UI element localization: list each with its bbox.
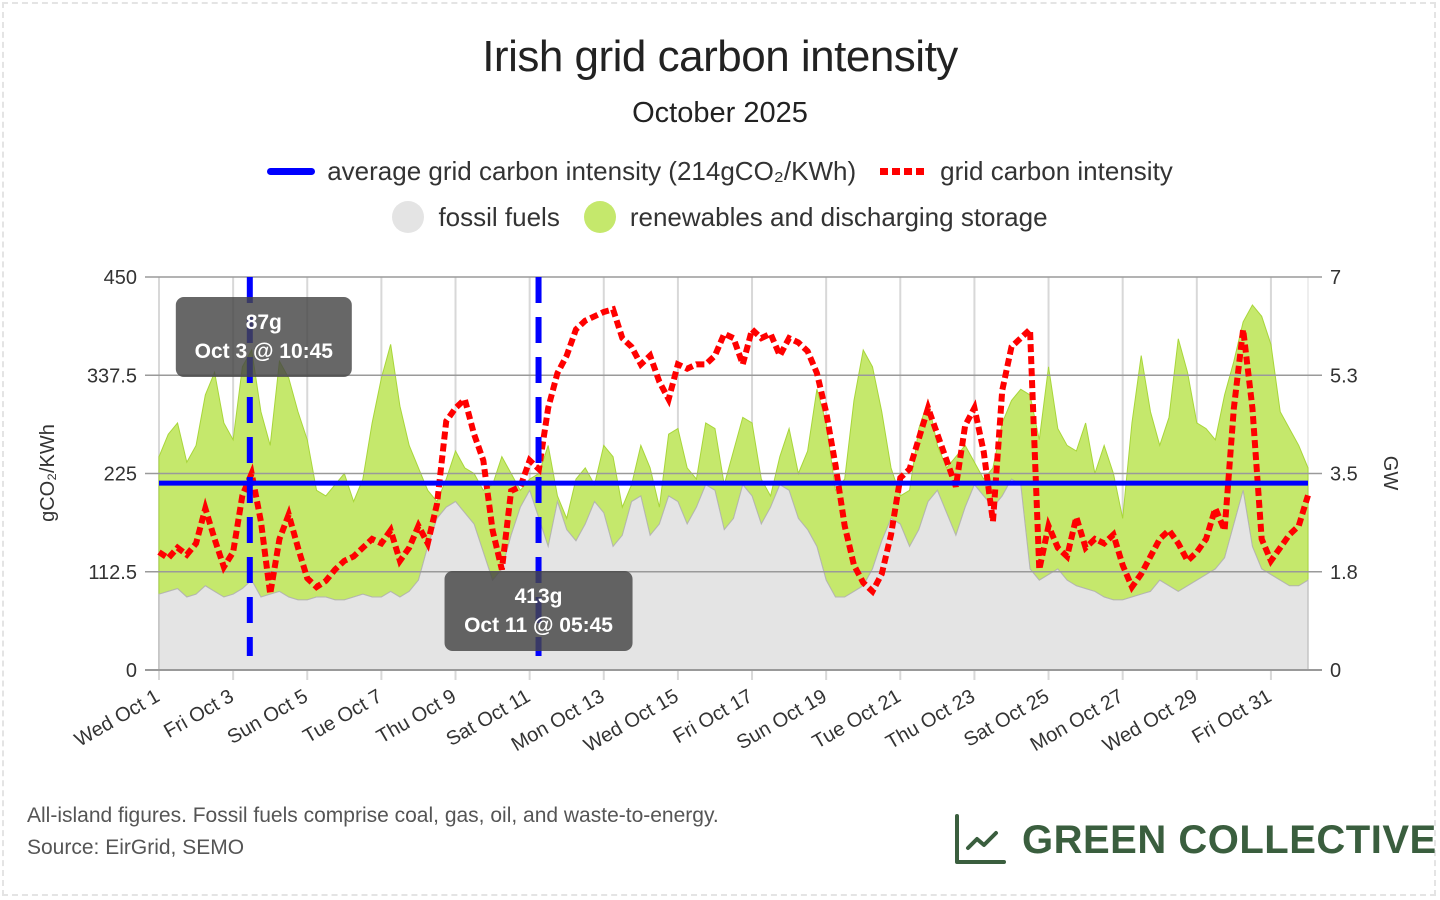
carbon-intensity-line: [157, 305, 1311, 597]
left-axis-ticks: 0 112.5 225 337.5 450: [87, 267, 137, 682]
y-tick-label: 0: [126, 660, 137, 682]
annotation-maximum: 413g Oct 11 @ 05:45: [444, 571, 633, 651]
legend-swatch-intensity: [880, 168, 929, 175]
legend-item-fossil[interactable]: fossil fuels: [392, 201, 560, 233]
line-chart-icon: [955, 814, 1006, 864]
legend-swatch-fossil: [392, 201, 425, 233]
annotation-time: Oct 11 @ 05:45: [464, 614, 613, 637]
legend-swatch-renewables: [583, 201, 616, 233]
right-axis-ticks: 0 1.8 3.5 5.3 7: [1330, 267, 1358, 682]
legend-label-fossil: fossil fuels: [438, 201, 560, 232]
legend-item-average[interactable]: average grid carbon intensity (214gCO₂/K…: [267, 156, 856, 187]
footer-notes: All-island figures. Fossil fuels compris…: [27, 800, 719, 864]
horizontal-gridlines: [145, 276, 1322, 671]
y2-tick-label: 7: [1330, 267, 1341, 289]
annotations: 87g Oct 3 @ 10:45 413g Oct 11 @ 05:45: [175, 277, 633, 656]
footer-note-1: All-island figures. Fossil fuels compris…: [27, 804, 719, 827]
y-tick-label: 112.5: [88, 562, 137, 584]
y-tick-label: 225: [104, 464, 137, 486]
annotation-time: Oct 3 @ 10:45: [195, 340, 334, 363]
x-tick-label: Wed Oct 1: [71, 685, 164, 751]
chart-title: Irish grid carbon intensity: [482, 32, 958, 81]
left-axis-title: gCO₂/KWh: [37, 424, 59, 522]
legend-label-renewables: renewables and discharging storage: [629, 201, 1048, 232]
brand-name: GREEN COLLECTIVE: [1022, 817, 1437, 862]
y2-tick-label: 3.5: [1330, 464, 1358, 486]
y2-tick-label: 5.3: [1330, 365, 1358, 387]
footer-note-2: Source: EirGrid, SEMO: [27, 836, 245, 859]
x-tick-label: Fri Oct 31: [1188, 685, 1275, 748]
x-tick-label: Sun Oct 5: [224, 685, 312, 749]
right-axis-title: GW: [1379, 456, 1401, 491]
y2-tick-label: 0: [1330, 660, 1341, 682]
legend-item-intensity[interactable]: grid carbon intensity: [880, 156, 1173, 187]
annotation-box: [444, 571, 633, 651]
legend-swatch-average: [267, 168, 316, 175]
annotation-value: 87g: [246, 311, 282, 334]
y2-tick-label: 1.8: [1330, 562, 1358, 584]
annotation-box: [175, 297, 352, 377]
legend-row-1: average grid carbon intensity (214gCO₂/K…: [0, 156, 1440, 187]
annotation-value: 413g: [515, 585, 563, 608]
brand-logo[interactable]: GREEN COLLECTIVE: [952, 812, 1437, 868]
legend-label-average: average grid carbon intensity (214gCO₂/K…: [327, 156, 857, 186]
legend-row-2: fossil fuels renewables and discharging …: [0, 201, 1440, 233]
legend-label-intensity: grid carbon intensity: [940, 156, 1173, 186]
annotation-minimum: 87g Oct 3 @ 10:45: [175, 297, 352, 377]
x-tick-label: Tue Oct 7: [299, 685, 385, 748]
legend-item-renewables[interactable]: renewables and discharging storage: [583, 201, 1048, 233]
y-tick-label: 450: [104, 267, 137, 289]
chart-subtitle: October 2025: [632, 97, 808, 129]
y-tick-label: 337.5: [87, 365, 137, 387]
